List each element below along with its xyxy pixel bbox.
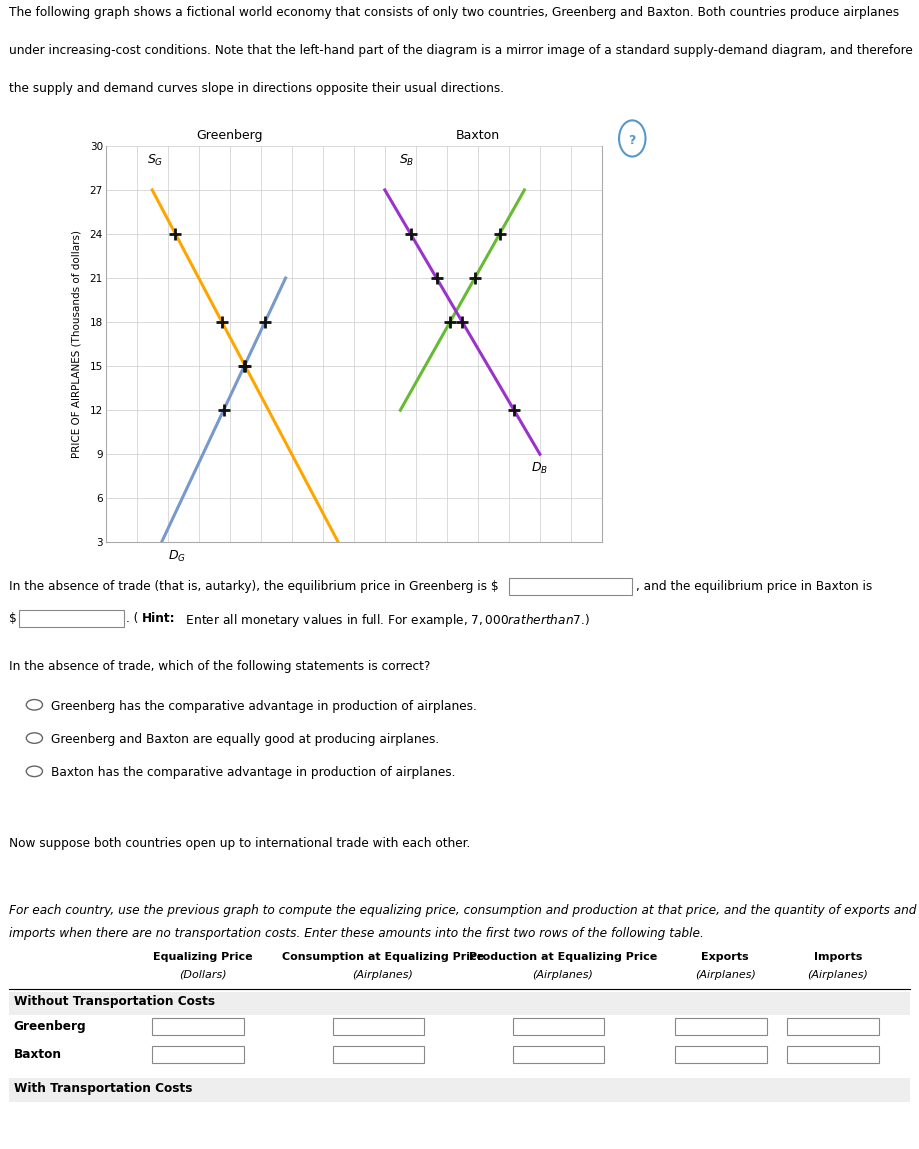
Text: Now suppose both countries open up to international trade with each other.: Now suppose both countries open up to in…	[9, 838, 471, 850]
Text: (Airplanes): (Airplanes)	[807, 970, 868, 980]
Text: $D_B$: $D_B$	[531, 461, 549, 476]
Text: Baxton has the comparative advantage in production of airplanes.: Baxton has the comparative advantage in …	[51, 766, 455, 779]
Text: Consumption at Equalizing Price: Consumption at Equalizing Price	[282, 953, 484, 963]
Text: Hint:: Hint:	[142, 612, 176, 625]
Text: Exports: Exports	[701, 953, 749, 963]
Title: Baxton: Baxton	[456, 129, 500, 142]
FancyBboxPatch shape	[153, 1018, 244, 1034]
FancyBboxPatch shape	[153, 1046, 244, 1063]
Bar	[9, 1079, 910, 1102]
Text: Production at Equalizing Price: Production at Equalizing Price	[469, 953, 657, 963]
FancyBboxPatch shape	[509, 578, 632, 595]
Text: imports when there are no transportation costs. Enter these amounts into the fir: imports when there are no transportation…	[9, 926, 704, 940]
Text: . (: . (	[126, 612, 139, 625]
Text: In the absence of trade, which of the following statements is correct?: In the absence of trade, which of the fo…	[9, 660, 431, 673]
Text: $S_B$: $S_B$	[399, 153, 414, 168]
Text: , and the equilibrium price in Baxton is: , and the equilibrium price in Baxton is	[636, 580, 872, 593]
Text: Enter all monetary values in full. For example, $7,000 rather than $7.): Enter all monetary values in full. For e…	[182, 612, 590, 629]
Text: (Dollars): (Dollars)	[179, 970, 227, 980]
FancyBboxPatch shape	[788, 1046, 879, 1063]
Title: Greenberg: Greenberg	[197, 129, 263, 142]
Text: the supply and demand curves slope in directions opposite their usual directions: the supply and demand curves slope in di…	[9, 82, 505, 94]
Text: Imports: Imports	[813, 953, 862, 963]
Text: Greenberg and Baxton are equally good at producing airplanes.: Greenberg and Baxton are equally good at…	[51, 733, 438, 746]
Text: ?: ?	[629, 133, 636, 147]
FancyBboxPatch shape	[788, 1018, 879, 1034]
Text: (Airplanes): (Airplanes)	[353, 970, 414, 980]
Text: In the absence of trade (that is, autarky), the equilibrium price in Greenberg i: In the absence of trade (that is, autark…	[9, 580, 499, 593]
FancyBboxPatch shape	[333, 1046, 425, 1063]
Text: (Airplanes): (Airplanes)	[695, 970, 755, 980]
FancyBboxPatch shape	[513, 1018, 605, 1034]
Text: For each country, use the previous graph to compute the equalizing price, consum: For each country, use the previous graph…	[9, 904, 916, 917]
FancyBboxPatch shape	[675, 1046, 766, 1063]
Text: under increasing-cost conditions. Note that the left-hand part of the diagram is: under increasing-cost conditions. Note t…	[9, 44, 913, 56]
Text: Baxton: Baxton	[14, 1048, 62, 1061]
FancyBboxPatch shape	[513, 1046, 605, 1063]
Text: (Airplanes): (Airplanes)	[533, 970, 594, 980]
FancyBboxPatch shape	[675, 1018, 766, 1034]
Y-axis label: PRICE OF AIRPLANES (Thousands of dollars): PRICE OF AIRPLANES (Thousands of dollars…	[72, 230, 81, 458]
FancyBboxPatch shape	[19, 610, 124, 627]
Text: The following graph shows a fictional world economy that consists of only two co: The following graph shows a fictional wo…	[9, 6, 900, 18]
Text: Greenberg has the comparative advantage in production of airplanes.: Greenberg has the comparative advantage …	[51, 700, 476, 712]
Bar	[9, 992, 910, 1016]
Text: $D_G$: $D_G$	[168, 549, 186, 564]
Text: Greenberg: Greenberg	[14, 1020, 86, 1033]
Text: Equalizing Price: Equalizing Price	[153, 953, 253, 963]
FancyBboxPatch shape	[333, 1018, 425, 1034]
Text: $: $	[9, 612, 17, 625]
Text: Without Transportation Costs: Without Transportation Costs	[14, 995, 215, 1009]
Text: With Transportation Costs: With Transportation Costs	[14, 1082, 192, 1095]
Text: $S_G$: $S_G$	[147, 153, 164, 168]
